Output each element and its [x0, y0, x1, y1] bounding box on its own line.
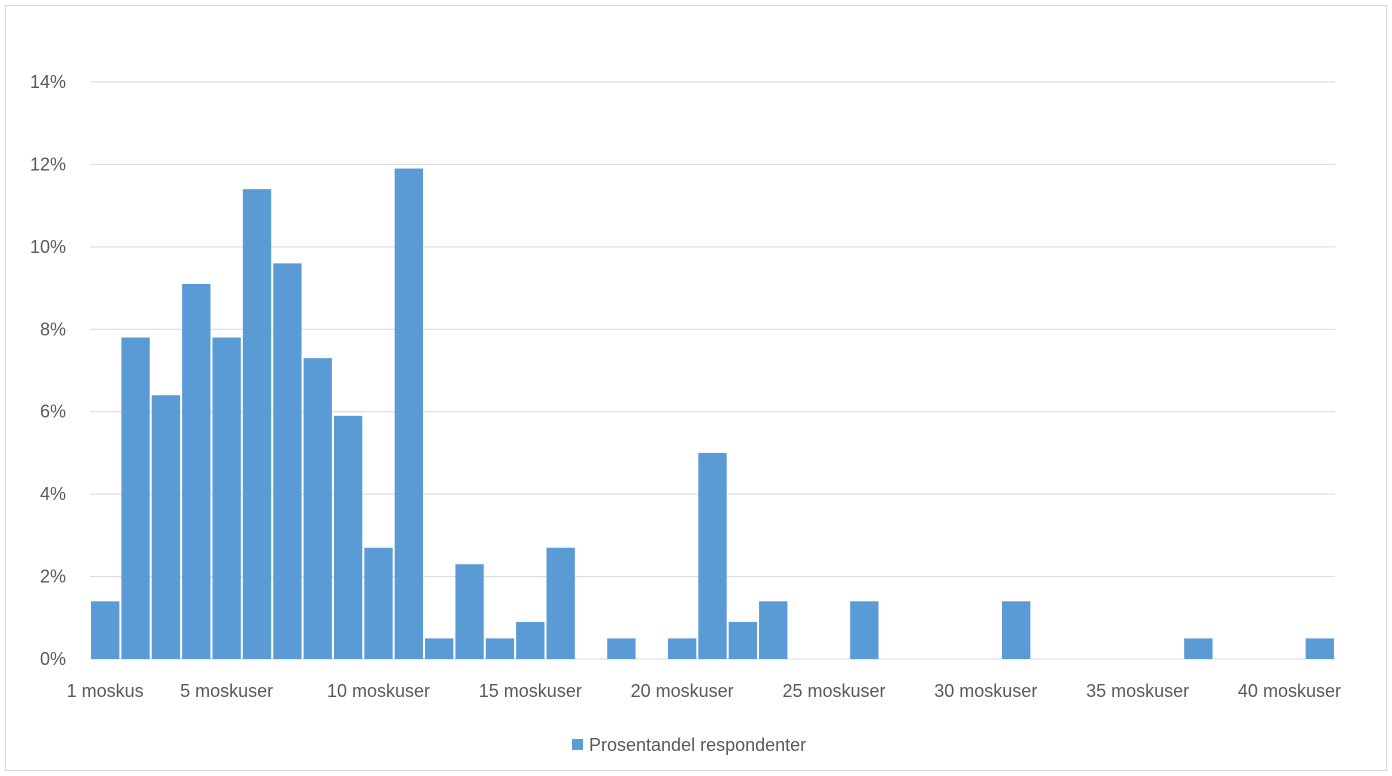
bar: [364, 547, 393, 659]
bars: [91, 168, 1334, 660]
bar: [516, 621, 545, 659]
y-tick-label: 2%: [40, 567, 66, 587]
x-tick-label: 25 moskuser: [782, 681, 885, 701]
bar: [667, 638, 697, 659]
x-tick-label: 5 moskuser: [180, 681, 273, 701]
legend-label: Prosentandel respondenter: [589, 735, 806, 755]
bar: [242, 189, 272, 659]
x-axis-ticks: 1 moskus 5 moskuser 10 moskuser 15 moskuser…: [67, 681, 1341, 701]
bar: [698, 452, 727, 659]
x-tick-label: 10 moskuser: [327, 681, 430, 701]
x-tick-label: 30 moskuser: [934, 681, 1037, 701]
y-tick-label: 8%: [40, 319, 66, 339]
x-tick-label: 35 moskuser: [1086, 681, 1189, 701]
bar: [151, 395, 181, 659]
bar: [759, 601, 788, 659]
bar: [121, 337, 150, 659]
bar: [182, 283, 211, 659]
bar: [1184, 638, 1213, 659]
x-tick-label: 20 moskuser: [631, 681, 734, 701]
bar: [455, 564, 484, 659]
y-tick-label: 4%: [40, 484, 66, 504]
y-tick-label: 6%: [40, 402, 66, 422]
bar: [485, 638, 515, 659]
bar: [607, 638, 636, 659]
legend: Prosentandel respondenter: [572, 735, 806, 755]
bar: [91, 601, 120, 659]
bar: [850, 601, 879, 659]
bar: [394, 168, 424, 660]
y-tick-label: 10%: [30, 237, 66, 257]
x-tick-label: 40 moskuser: [1238, 681, 1341, 701]
bar: [303, 358, 332, 659]
x-tick-label: 15 moskuser: [479, 681, 582, 701]
bar-chart: 0% 2% 4% 6% 8% 10% 12% 14% 1 moskus 5 moskuser 10…: [30, 72, 1341, 755]
bar: [1001, 601, 1031, 659]
y-axis-ticks: 0% 2% 4% 6% 8% 10% 12% 14%: [30, 72, 66, 669]
bar: [425, 638, 454, 659]
legend-swatch: [572, 739, 583, 750]
y-tick-label: 0%: [40, 649, 66, 669]
bar: [1305, 638, 1334, 659]
bar: [546, 547, 575, 659]
y-tick-label: 14%: [30, 72, 66, 92]
bar: [273, 263, 302, 659]
x-tick-label: 1 moskus: [67, 681, 144, 701]
bar: [212, 337, 241, 659]
bar: [728, 621, 758, 659]
bar: [333, 415, 363, 659]
chart-frame: 0% 2% 4% 6% 8% 10% 12% 14% 1 moskus 5 moskuser 10…: [5, 5, 1387, 771]
y-tick-label: 12%: [30, 154, 66, 174]
